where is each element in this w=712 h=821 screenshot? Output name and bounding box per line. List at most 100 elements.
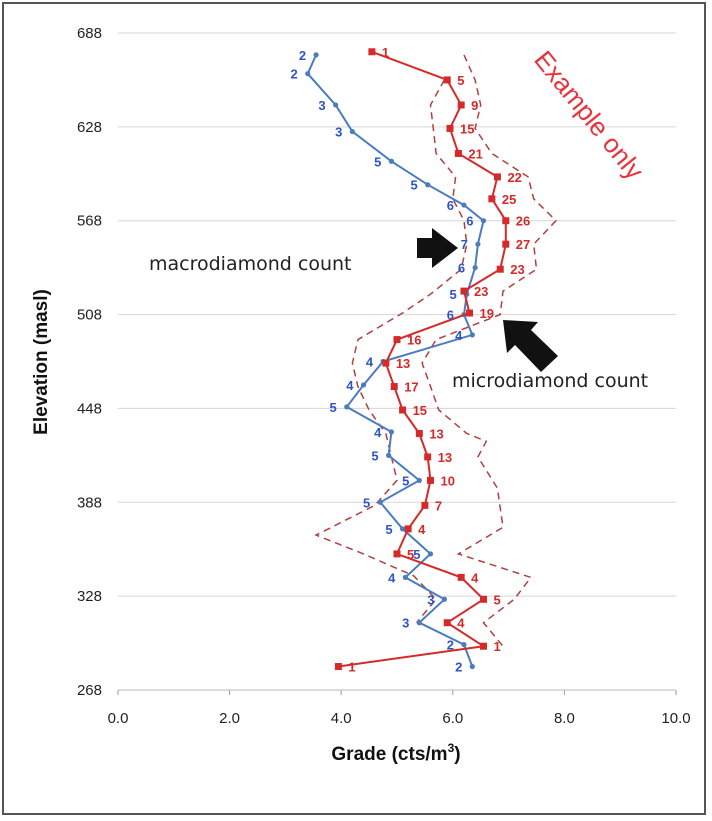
y-tick-label: 628	[77, 119, 102, 136]
micro-series	[334, 48, 510, 671]
macro-point-label: 4	[346, 378, 354, 393]
micro-point	[502, 217, 510, 225]
macro-point	[441, 596, 448, 602]
micro-point	[415, 429, 423, 437]
x-axis-ticks: 0.0 2.0 4.0 6.0 8.0 10.0	[108, 690, 691, 727]
micro-point	[446, 124, 454, 132]
macro-point	[344, 404, 350, 410]
micro-point	[404, 525, 412, 533]
micro-point-label: 26	[516, 214, 530, 229]
gridlines	[118, 32, 676, 597]
envelope-left-line	[314, 79, 468, 624]
micro-point-label: 5	[407, 547, 414, 562]
x-axis-title: Grade (cts/m3)	[331, 741, 460, 765]
macro-point-label: 4	[374, 425, 382, 440]
micro-point-label: 17	[404, 380, 418, 395]
x-axis-title-sup: 3	[448, 741, 455, 755]
micro-point-label: 1	[493, 639, 500, 654]
macro-point	[399, 526, 406, 532]
micro-point	[368, 48, 376, 56]
x-axis-title-main: Grade (cts/m	[331, 744, 447, 765]
micro-point-label: 5	[493, 592, 500, 607]
macro-point-label: 5	[402, 473, 409, 488]
macro-point	[388, 158, 395, 164]
macro-point-label: 2	[447, 638, 454, 653]
macro-point	[402, 574, 408, 580]
y-tick-label: 448	[77, 400, 102, 417]
micro-point-label: 13	[438, 450, 452, 465]
micro-point-label: 22	[507, 170, 521, 185]
macro-point-label: 2	[299, 48, 306, 63]
micro-point	[426, 476, 434, 484]
micro-point	[493, 173, 501, 181]
macro-point-label: 5	[385, 522, 392, 537]
macro-point-label: 2	[290, 67, 297, 82]
x-tick-label: 4.0	[331, 710, 352, 727]
micro-point-label: 1	[348, 660, 355, 675]
micro-point-label: 27	[516, 237, 530, 252]
macro-point	[469, 663, 475, 670]
macro-point	[349, 128, 355, 135]
micro-point	[454, 149, 462, 157]
macro-point	[427, 551, 434, 557]
macro-point	[360, 382, 367, 388]
y-tick-label: 388	[77, 494, 102, 511]
macro-point-label: 3	[318, 98, 325, 113]
x-tick-label: 8.0	[554, 710, 575, 727]
y-tick-label: 508	[77, 307, 102, 324]
macro-point	[416, 620, 422, 626]
micro-point-label: 13	[429, 426, 443, 441]
macro-point-label: 4	[388, 570, 396, 585]
micro-envelope	[314, 54, 558, 647]
micro-point	[393, 550, 401, 558]
macro-point	[461, 202, 467, 208]
macro-point-label: 7	[461, 237, 468, 252]
micro-point	[502, 240, 510, 248]
micro-point	[390, 383, 398, 391]
micro-point	[479, 642, 487, 650]
micro-point	[443, 76, 451, 84]
micro-point	[496, 265, 504, 273]
micro-point	[424, 453, 432, 461]
macro-point	[480, 218, 487, 224]
micro-point	[460, 287, 468, 295]
micro-point-label: 4	[418, 522, 426, 537]
macro-point-label: 5	[413, 547, 420, 562]
macro-point-label: 6	[447, 308, 454, 323]
y-tick-label: 568	[77, 213, 102, 230]
micro-point	[457, 573, 465, 581]
micro-point	[421, 501, 429, 509]
macro-point-label: 5	[363, 495, 370, 510]
macro-point-label: 2	[455, 660, 462, 675]
x-tick-label: 2.0	[219, 710, 240, 727]
envelope-right-line	[421, 54, 558, 647]
micro-point-label: 5	[457, 73, 464, 88]
arrow-right-icon	[417, 228, 458, 268]
macro-point-label: 4	[455, 328, 463, 343]
micro-point	[488, 195, 496, 203]
micro-point-label: 23	[510, 262, 524, 277]
macro-point-label: 5	[371, 448, 378, 463]
x-axis-title-tail: )	[454, 744, 460, 765]
macro-point	[475, 241, 481, 247]
watermark-text: Example only	[528, 45, 650, 185]
micro-point-label: 16	[407, 333, 421, 348]
micro-point-label: 15	[460, 121, 474, 136]
micro-point	[393, 336, 401, 344]
micro-annotation-text: microdiamond count	[452, 370, 648, 392]
macro-point	[425, 182, 431, 188]
macro-point-label: 3	[427, 592, 434, 607]
micro-point	[399, 406, 407, 414]
macro-point	[333, 102, 339, 108]
macro-point-label: 5	[330, 400, 337, 415]
micro-point	[334, 663, 342, 671]
macro-point	[416, 477, 422, 483]
y-axis-ticks: 268 328 388 448 508 568 628 688	[77, 25, 102, 699]
macro-point-label: 3	[335, 125, 342, 140]
micro-point-label: 4	[471, 570, 479, 585]
micro-point-label: 10	[440, 473, 454, 488]
y-axis-title: Elevation (masl)	[31, 289, 52, 435]
arrow-up-left-icon	[503, 320, 558, 372]
y-tick-label: 328	[77, 588, 102, 605]
